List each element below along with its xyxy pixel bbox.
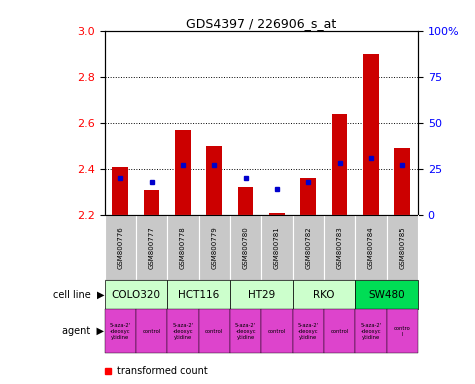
Text: GSM800781: GSM800781 bbox=[274, 226, 280, 269]
Text: GSM800782: GSM800782 bbox=[305, 226, 311, 269]
Text: cell line  ▶: cell line ▶ bbox=[53, 290, 104, 300]
Bar bbox=[324, 309, 355, 353]
Text: COLO320: COLO320 bbox=[111, 290, 161, 300]
Text: 5-aza-2'
-deoxyc
ytidine: 5-aza-2' -deoxyc ytidine bbox=[172, 323, 193, 339]
Text: GSM800783: GSM800783 bbox=[337, 226, 342, 269]
Text: HCT116: HCT116 bbox=[178, 290, 219, 300]
Text: RKO: RKO bbox=[313, 290, 335, 300]
Bar bbox=[199, 309, 230, 353]
Bar bbox=[104, 215, 136, 280]
Text: GSM800780: GSM800780 bbox=[243, 226, 248, 269]
Bar bbox=[363, 54, 379, 215]
Bar bbox=[230, 280, 293, 309]
Text: 5-aza-2'
-deoxyc
ytidine: 5-aza-2' -deoxyc ytidine bbox=[298, 323, 319, 339]
Bar bbox=[332, 114, 348, 215]
Bar bbox=[300, 178, 316, 215]
Bar bbox=[167, 280, 230, 309]
Text: control: control bbox=[205, 329, 223, 334]
Text: transformed count: transformed count bbox=[117, 366, 208, 376]
Bar bbox=[261, 309, 293, 353]
Bar bbox=[293, 280, 355, 309]
Bar bbox=[143, 190, 160, 215]
Bar bbox=[167, 215, 199, 280]
Bar bbox=[387, 309, 418, 353]
Text: GSM800779: GSM800779 bbox=[211, 226, 217, 269]
Bar bbox=[394, 148, 410, 215]
Bar bbox=[293, 309, 324, 353]
Text: control: control bbox=[331, 329, 349, 334]
Bar bbox=[230, 215, 261, 280]
Text: GSM800778: GSM800778 bbox=[180, 226, 186, 269]
Text: GSM800776: GSM800776 bbox=[117, 226, 123, 269]
Bar bbox=[269, 213, 285, 215]
Bar bbox=[355, 280, 418, 309]
Text: agent  ▶: agent ▶ bbox=[63, 326, 104, 336]
Text: HT29: HT29 bbox=[247, 290, 275, 300]
Title: GDS4397 / 226906_s_at: GDS4397 / 226906_s_at bbox=[186, 17, 336, 30]
Bar bbox=[293, 215, 324, 280]
Bar bbox=[355, 309, 387, 353]
Bar bbox=[230, 309, 261, 353]
Bar bbox=[104, 280, 167, 309]
Bar bbox=[104, 309, 136, 353]
Bar bbox=[261, 215, 293, 280]
Bar bbox=[355, 215, 387, 280]
Bar bbox=[199, 215, 230, 280]
Text: SW480: SW480 bbox=[368, 290, 405, 300]
Text: control: control bbox=[142, 329, 161, 334]
Text: 5-aza-2'
-deoxyc
ytidine: 5-aza-2' -deoxyc ytidine bbox=[110, 323, 131, 339]
Bar bbox=[238, 187, 254, 215]
Bar bbox=[206, 146, 222, 215]
Text: control: control bbox=[268, 329, 286, 334]
Text: 5-aza-2'
-deoxyc
ytidine: 5-aza-2' -deoxyc ytidine bbox=[235, 323, 256, 339]
Text: GSM800777: GSM800777 bbox=[149, 226, 154, 269]
Bar bbox=[112, 167, 128, 215]
Text: 5-aza-2'
-deoxyc
ytidine: 5-aza-2' -deoxyc ytidine bbox=[361, 323, 381, 339]
Bar bbox=[324, 215, 355, 280]
Bar bbox=[167, 309, 199, 353]
Bar bbox=[136, 215, 167, 280]
Bar bbox=[136, 309, 167, 353]
Bar bbox=[175, 130, 191, 215]
Text: GSM800785: GSM800785 bbox=[399, 226, 405, 269]
Text: GSM800784: GSM800784 bbox=[368, 226, 374, 269]
Bar bbox=[387, 215, 418, 280]
Text: contro
l: contro l bbox=[394, 326, 411, 337]
